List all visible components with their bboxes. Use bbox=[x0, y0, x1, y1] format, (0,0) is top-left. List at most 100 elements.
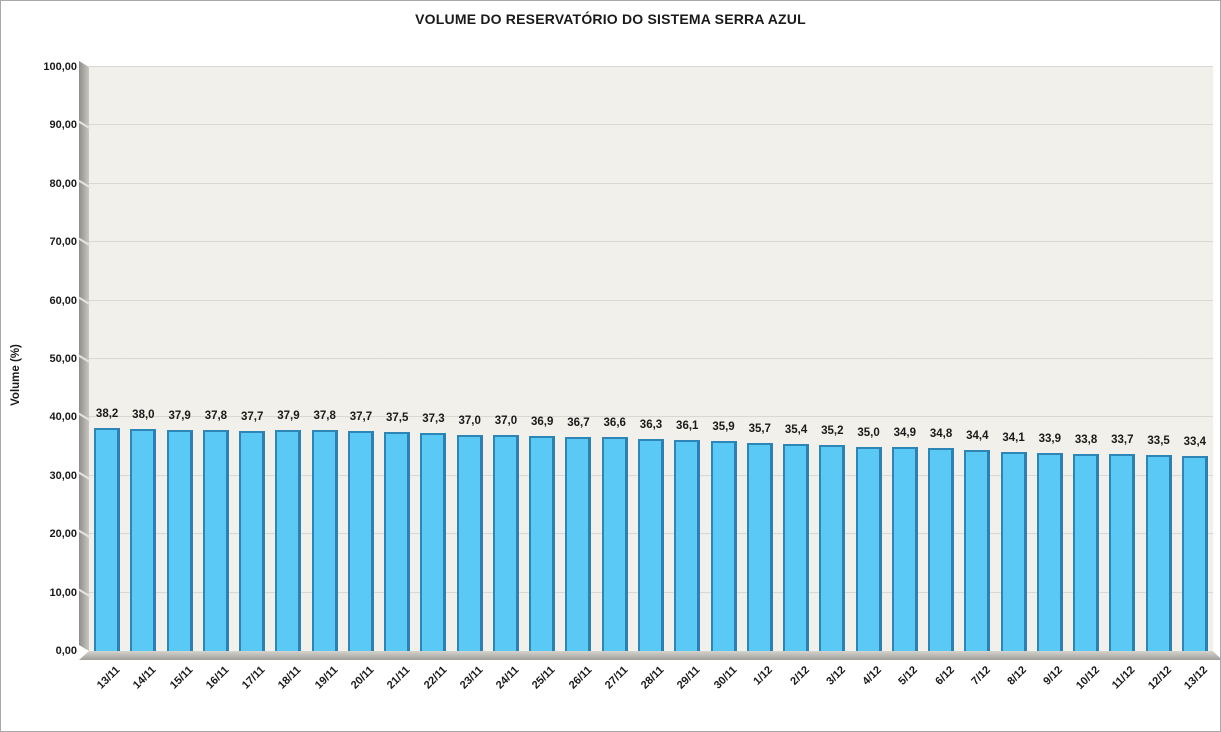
bar bbox=[166, 429, 193, 651]
y-tick-label: 80,00 bbox=[49, 177, 77, 190]
bar-value-label: 37,9 bbox=[277, 409, 300, 422]
y-tick-label: 50,00 bbox=[49, 353, 77, 365]
x-tick-label-text: 19/11 bbox=[312, 664, 341, 692]
y-tick-label: 10,00 bbox=[49, 586, 77, 599]
chart-3d-floor bbox=[79, 651, 1220, 660]
y-tick-label: 20,00 bbox=[49, 528, 77, 541]
gridline bbox=[89, 358, 1213, 360]
x-tick-label-text: 3/12 bbox=[824, 664, 848, 688]
x-tick-label-text: 18/11 bbox=[276, 664, 304, 692]
bar-value-label: 35,9 bbox=[712, 421, 735, 434]
bar bbox=[891, 447, 918, 651]
x-tick-label-text: 26/11 bbox=[566, 664, 594, 692]
chart-3d-side-wall bbox=[79, 61, 89, 651]
bar bbox=[94, 427, 121, 651]
bar-value-label: 34,4 bbox=[966, 430, 989, 443]
bar-value-label: 38,0 bbox=[132, 409, 155, 422]
bar bbox=[1181, 455, 1208, 651]
x-tick-label-text: 24/11 bbox=[493, 664, 522, 692]
bar-value-label: 33,8 bbox=[1074, 433, 1098, 446]
x-tick-label-text: 11/12 bbox=[1110, 664, 1138, 692]
bar bbox=[674, 440, 701, 651]
bar bbox=[855, 446, 882, 651]
x-tick-label-text: 28/11 bbox=[638, 664, 667, 692]
bar-value-label: 37,0 bbox=[494, 414, 518, 427]
x-tick-label-text: 9/12 bbox=[1041, 664, 1066, 688]
x-tick-label-text: 22/11 bbox=[421, 664, 449, 692]
x-tick-label-text: 15/11 bbox=[167, 664, 196, 692]
x-tick-label-text: 12/12 bbox=[1146, 664, 1175, 692]
x-tick-label-text: 16/11 bbox=[203, 664, 232, 692]
x-tick-label-text: 7/12 bbox=[969, 664, 993, 688]
bar-value-label: 35,2 bbox=[821, 425, 844, 438]
x-tick-label-text: 8/12 bbox=[1005, 664, 1030, 688]
y-tick-label: 30,00 bbox=[49, 469, 77, 482]
x-tick-label-text: 25/11 bbox=[530, 664, 558, 692]
bar bbox=[275, 429, 302, 651]
bar-value-label: 38,2 bbox=[95, 407, 119, 420]
bar-value-label: 37,3 bbox=[422, 413, 445, 426]
bar bbox=[347, 430, 374, 651]
x-tick-label-text: 30/11 bbox=[711, 664, 740, 692]
bar-value-label: 37,7 bbox=[349, 410, 373, 423]
x-tick-label-text: 29/11 bbox=[675, 664, 703, 692]
bar-value-label: 35,0 bbox=[857, 426, 880, 439]
y-tick-label: 70,00 bbox=[49, 236, 77, 249]
y-tick-label: 100,00 bbox=[43, 61, 77, 73]
bar bbox=[202, 430, 229, 651]
bar bbox=[783, 444, 810, 651]
bar bbox=[1000, 451, 1027, 651]
gridline bbox=[89, 182, 1213, 185]
bar bbox=[1036, 453, 1063, 651]
bar bbox=[420, 433, 447, 651]
gridline bbox=[89, 241, 1213, 244]
x-tick-label-text: 13/12 bbox=[1182, 664, 1211, 692]
x-tick-label-text: 5/12 bbox=[896, 664, 921, 688]
bar bbox=[1073, 453, 1100, 651]
gridline bbox=[89, 416, 1213, 419]
x-tick-label-text: 27/11 bbox=[602, 664, 631, 692]
bar bbox=[456, 434, 483, 651]
bar-value-label: 33,4 bbox=[1183, 435, 1207, 448]
y-tick-label: 0,00 bbox=[55, 645, 77, 657]
bar-value-label: 33,9 bbox=[1038, 433, 1062, 446]
bar-value-label: 37,8 bbox=[313, 410, 336, 423]
bar-value-label: 35,7 bbox=[748, 422, 771, 435]
x-tick-label-text: 17/11 bbox=[240, 664, 268, 692]
x-tick-label-text: 13/11 bbox=[95, 664, 123, 692]
x-tick-label-text: 2/12 bbox=[787, 664, 812, 688]
bar-value-label: 34,1 bbox=[1002, 431, 1025, 444]
bar-value-label: 37,7 bbox=[240, 410, 264, 423]
x-tick-label-text: 20/11 bbox=[348, 664, 377, 692]
bar bbox=[601, 437, 628, 651]
bar-value-label: 34,9 bbox=[893, 427, 916, 440]
y-tick-label: 90,00 bbox=[49, 119, 77, 132]
bar-value-label: 33,5 bbox=[1147, 435, 1170, 448]
bar-value-label: 36,6 bbox=[603, 417, 626, 430]
bar-value-label: 36,7 bbox=[567, 416, 590, 429]
bar-value-label: 37,5 bbox=[385, 412, 409, 424]
y-tick-label: 60,00 bbox=[49, 294, 77, 307]
bar-value-label: 33,7 bbox=[1111, 434, 1134, 447]
bar bbox=[311, 430, 338, 651]
bar bbox=[638, 439, 664, 651]
x-tick-label-text: 4/12 bbox=[860, 664, 885, 688]
bar bbox=[384, 432, 411, 651]
x-tick-label-text: 6/12 bbox=[932, 664, 957, 688]
bar bbox=[746, 442, 773, 651]
bar bbox=[819, 445, 846, 651]
bar-value-label: 35,4 bbox=[784, 424, 808, 437]
bar bbox=[529, 435, 556, 651]
bar bbox=[565, 436, 592, 651]
bar-value-label: 36,1 bbox=[676, 420, 699, 433]
bar bbox=[1109, 454, 1136, 651]
bar-value-label: 36,9 bbox=[531, 415, 554, 428]
bar bbox=[130, 429, 157, 651]
bar bbox=[928, 447, 955, 651]
bar bbox=[710, 441, 737, 651]
x-tick-label-text: 1/12 bbox=[751, 664, 776, 688]
bar-value-label: 37,9 bbox=[168, 409, 191, 422]
bar bbox=[1145, 455, 1172, 651]
x-tick-label-text: 10/12 bbox=[1073, 664, 1102, 692]
